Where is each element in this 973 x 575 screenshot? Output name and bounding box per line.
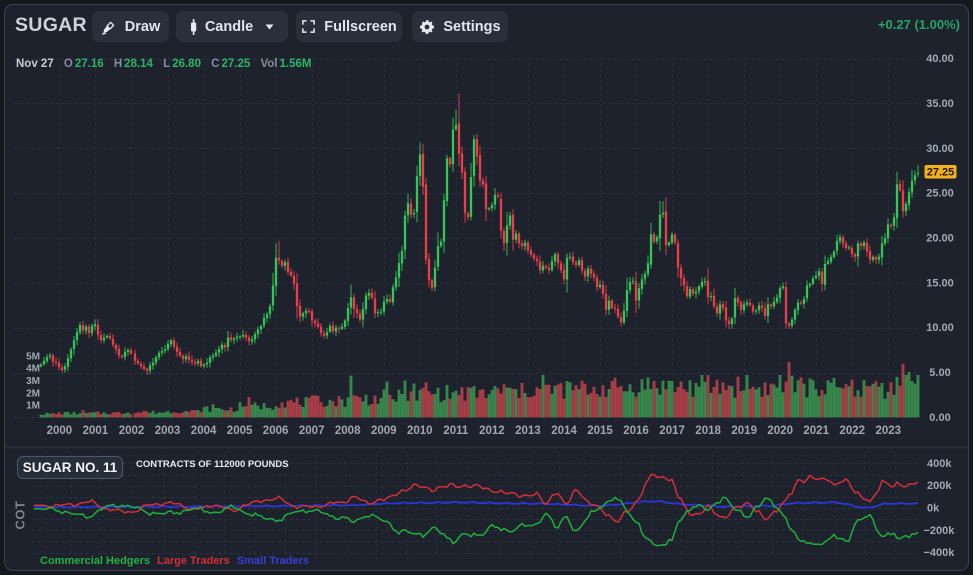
svg-text:0k: 0k — [927, 503, 940, 515]
svg-text:2013: 2013 — [515, 425, 541, 437]
svg-text:2010: 2010 — [407, 425, 433, 437]
svg-text:2012: 2012 — [479, 425, 505, 437]
svg-text:2014: 2014 — [551, 425, 577, 437]
svg-text:2016: 2016 — [623, 425, 649, 437]
svg-text:2011: 2011 — [443, 425, 469, 437]
svg-text:400k: 400k — [927, 458, 952, 470]
svg-text:3M: 3M — [26, 376, 40, 387]
svg-text:4M: 4M — [26, 364, 40, 375]
svg-text:30.00: 30.00 — [926, 143, 954, 155]
svg-text:2019: 2019 — [731, 425, 757, 437]
svg-text:2008: 2008 — [335, 425, 361, 437]
svg-text:2015: 2015 — [587, 425, 613, 437]
svg-text:40.00: 40.00 — [926, 53, 954, 65]
svg-text:5.00: 5.00 — [929, 367, 950, 379]
svg-text:25.00: 25.00 — [926, 188, 954, 200]
svg-text:2005: 2005 — [227, 425, 253, 437]
svg-text:2022: 2022 — [840, 425, 866, 437]
svg-text:2021: 2021 — [803, 425, 829, 437]
svg-text:2007: 2007 — [299, 425, 325, 437]
svg-text:2004: 2004 — [191, 425, 217, 437]
svg-text:2000: 2000 — [47, 425, 73, 437]
svg-text:200k: 200k — [927, 480, 952, 492]
svg-text:2018: 2018 — [695, 425, 721, 437]
svg-text:2009: 2009 — [371, 425, 397, 437]
svg-text:5M: 5M — [26, 351, 40, 362]
svg-text:35.00: 35.00 — [926, 98, 954, 110]
svg-text:20.00: 20.00 — [926, 233, 954, 245]
svg-text:2001: 2001 — [83, 425, 109, 437]
svg-text:0.00: 0.00 — [929, 412, 950, 424]
svg-text:27.25: 27.25 — [927, 167, 955, 179]
svg-text:−400k: −400k — [924, 547, 956, 559]
svg-text:2003: 2003 — [155, 425, 181, 437]
svg-text:2006: 2006 — [263, 425, 289, 437]
svg-text:2020: 2020 — [767, 425, 793, 437]
svg-text:2M: 2M — [26, 388, 40, 399]
svg-text:15.00: 15.00 — [926, 277, 954, 289]
svg-text:−200k: −200k — [924, 525, 956, 537]
svg-text:2002: 2002 — [119, 425, 145, 437]
svg-text:10.00: 10.00 — [926, 322, 954, 334]
svg-text:2023: 2023 — [876, 425, 902, 437]
svg-text:1M: 1M — [26, 401, 40, 412]
svg-text:2017: 2017 — [659, 425, 685, 437]
